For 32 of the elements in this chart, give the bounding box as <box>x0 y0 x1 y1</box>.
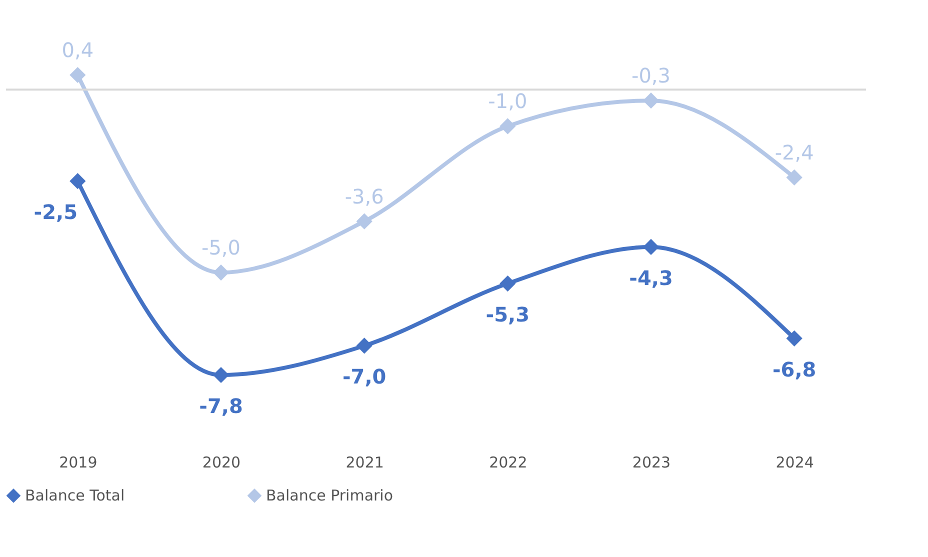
data-label: -0,3 <box>631 64 671 88</box>
point <box>500 118 516 134</box>
legend-label: Balance Total <box>25 486 125 505</box>
x-tick-label: 2019 <box>59 454 98 472</box>
data-label: -7,8 <box>199 394 243 418</box>
point <box>786 330 802 346</box>
point <box>356 338 372 354</box>
data-label: -7,0 <box>342 364 386 389</box>
data-label: -3,6 <box>344 184 384 208</box>
point <box>500 275 516 292</box>
point <box>356 213 372 230</box>
data-label: -5,0 <box>201 236 241 260</box>
data-label: -6,8 <box>772 357 816 382</box>
legend-label: Balance Primario <box>266 486 394 505</box>
x-tick-label: 2020 <box>202 454 241 472</box>
data-label: 0,4 <box>62 38 94 62</box>
data-label: -5,3 <box>486 302 530 327</box>
data-label: -2,4 <box>774 140 814 164</box>
data-label: -2,5 <box>34 200 78 224</box>
data-label: -1,0 <box>488 89 528 114</box>
point <box>642 92 660 109</box>
point <box>642 238 660 256</box>
x-tick-label: 2021 <box>346 454 384 472</box>
point <box>786 169 802 186</box>
point <box>70 173 86 190</box>
x-tick-label: 2024 <box>776 454 814 472</box>
x-tick-label: 2023 <box>632 454 671 472</box>
point <box>70 66 86 84</box>
point <box>212 366 230 384</box>
point <box>212 264 230 281</box>
data-label: -4,3 <box>629 266 673 290</box>
x-tick-label: 2022 <box>489 454 528 472</box>
